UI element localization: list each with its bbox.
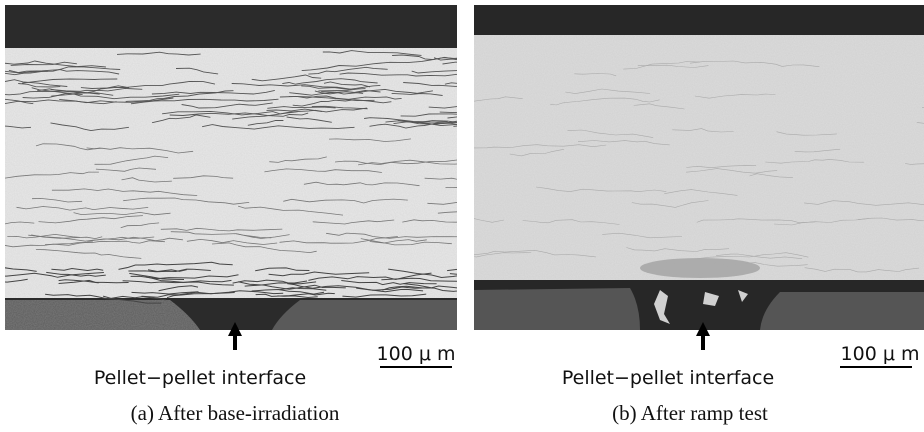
- damage-zone: [640, 258, 760, 278]
- pellet-texture: [474, 35, 924, 280]
- scale-label: 100 μ m: [377, 343, 456, 365]
- scale-label: 100 μ m: [841, 343, 920, 365]
- page: Pellet−pellet interface 100 μ m (a) Afte…: [0, 0, 924, 432]
- cladding-right: [272, 300, 457, 330]
- micrograph-b: [440, 5, 924, 330]
- figure: Pellet−pellet interface 100 μ m (a) Afte…: [0, 0, 924, 432]
- cladding-texture: [5, 300, 200, 330]
- interface-label: Pellet−pellet interface: [94, 367, 306, 389]
- cladding-right: [760, 292, 924, 330]
- interface-label: Pellet−pellet interface: [562, 367, 774, 389]
- cladding-left: [474, 288, 640, 330]
- caption: (b) After ramp test: [612, 401, 768, 425]
- caption: (a) After base-irradiation: [131, 401, 340, 425]
